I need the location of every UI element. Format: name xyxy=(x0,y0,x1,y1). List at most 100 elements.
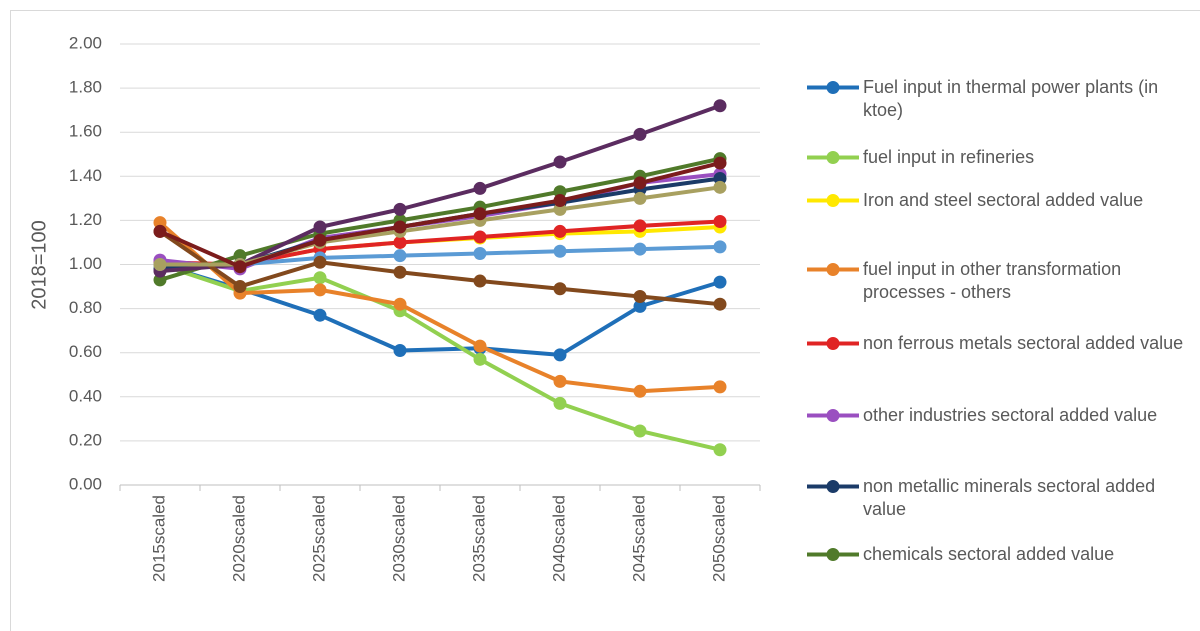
series-line xyxy=(159,262,721,452)
point xyxy=(713,180,727,194)
point xyxy=(473,181,487,195)
legend-dot xyxy=(826,151,840,164)
point xyxy=(313,255,327,269)
point xyxy=(233,260,247,274)
point xyxy=(553,224,567,238)
series-line xyxy=(158,221,721,394)
legend-swatch xyxy=(807,548,859,561)
point xyxy=(713,297,727,311)
legend-dot xyxy=(826,194,840,207)
legend-swatch xyxy=(807,337,859,350)
point xyxy=(633,176,647,190)
point xyxy=(313,283,327,297)
y-tick-label: 0.60 xyxy=(69,342,102,361)
point xyxy=(713,215,727,229)
point xyxy=(393,235,407,249)
point xyxy=(393,249,407,263)
legend-item: non metallic minerals sectoral added val… xyxy=(805,475,1197,521)
point xyxy=(553,194,567,208)
point xyxy=(473,352,487,366)
point xyxy=(633,299,647,313)
x-tick-label: 2020scaled xyxy=(229,495,248,582)
legend-dot xyxy=(826,409,840,422)
point xyxy=(633,219,647,233)
x-tick-label: 2035scaled xyxy=(469,495,488,582)
legend-swatch xyxy=(807,409,859,422)
point xyxy=(553,155,567,169)
y-tick-label: 0.40 xyxy=(69,386,102,405)
y-tick-label: 2.00 xyxy=(69,33,102,52)
legend-item: fuel input in refineries xyxy=(805,146,1197,169)
point xyxy=(553,244,567,258)
point xyxy=(713,156,727,170)
chart-border xyxy=(10,10,1200,631)
x-tick-label: 2050scaled xyxy=(709,495,728,582)
legend-dot xyxy=(826,548,840,561)
point xyxy=(393,297,407,311)
series-line xyxy=(159,103,721,274)
y-tick-label: 1.20 xyxy=(69,210,102,229)
point xyxy=(393,343,407,357)
y-tick-label: 1.80 xyxy=(69,78,102,97)
point xyxy=(313,271,327,285)
y-tick-label: 1.60 xyxy=(69,122,102,141)
point xyxy=(313,220,327,234)
point xyxy=(473,207,487,221)
x-tick-label: 2045scaled xyxy=(629,495,648,582)
y-tick-label: 0.20 xyxy=(69,430,102,449)
point xyxy=(473,339,487,353)
x-tick-label: 2030scaled xyxy=(389,495,408,582)
legend-label: fuel input in other transformation proce… xyxy=(863,259,1122,302)
point xyxy=(473,230,487,244)
legend-item: Iron and steel sectoral added value xyxy=(805,189,1197,212)
y-axis-label: 2018=100 xyxy=(28,220,50,310)
legend-dot xyxy=(826,81,840,94)
point xyxy=(633,289,647,303)
point xyxy=(633,242,647,256)
legend-label: non metallic minerals sectoral added val… xyxy=(863,476,1156,519)
point xyxy=(633,384,647,398)
point xyxy=(473,274,487,288)
x-tick-label: 2025scaled xyxy=(309,495,328,582)
legend-item: fuel input in other transformation proce… xyxy=(805,258,1197,304)
point xyxy=(153,224,167,238)
x-tick-label: 2015scaled xyxy=(149,495,168,582)
point xyxy=(473,246,487,260)
point xyxy=(713,380,727,394)
legend-dot xyxy=(826,337,840,350)
series-line xyxy=(159,161,721,269)
legend-dot xyxy=(826,263,840,276)
legend-item: chemicals sectoral added value xyxy=(805,543,1197,566)
legend-swatch xyxy=(807,81,859,94)
x-tick-label: 2040scaled xyxy=(549,495,568,582)
legend-dot xyxy=(826,480,840,493)
y-tick-label: 0.80 xyxy=(69,298,102,317)
legend-swatch xyxy=(807,263,859,276)
point xyxy=(233,280,247,294)
point xyxy=(713,99,727,113)
point xyxy=(153,258,167,271)
point xyxy=(393,220,407,234)
legend-label: non ferrous metals sectoral added value xyxy=(863,333,1184,353)
point xyxy=(313,233,327,247)
legend-label: other industries sectoral added value xyxy=(863,405,1158,425)
point xyxy=(713,240,727,254)
point xyxy=(313,308,327,322)
y-tick-label: 0.00 xyxy=(69,474,102,493)
legend-item: Fuel input in thermal power plants (in k… xyxy=(805,76,1197,122)
point xyxy=(713,443,727,457)
series-line xyxy=(159,156,721,282)
legend-label: fuel input in refineries xyxy=(863,147,1035,167)
point xyxy=(553,396,567,410)
y-tick-label: 1.00 xyxy=(69,254,102,273)
legend-label: chemicals sectoral added value xyxy=(863,544,1115,564)
point xyxy=(633,127,647,141)
point xyxy=(393,202,407,216)
legend-label: Iron and steel sectoral added value xyxy=(863,190,1144,210)
point xyxy=(553,348,567,362)
point xyxy=(553,374,567,388)
point xyxy=(393,265,407,279)
legend-swatch xyxy=(807,194,859,207)
